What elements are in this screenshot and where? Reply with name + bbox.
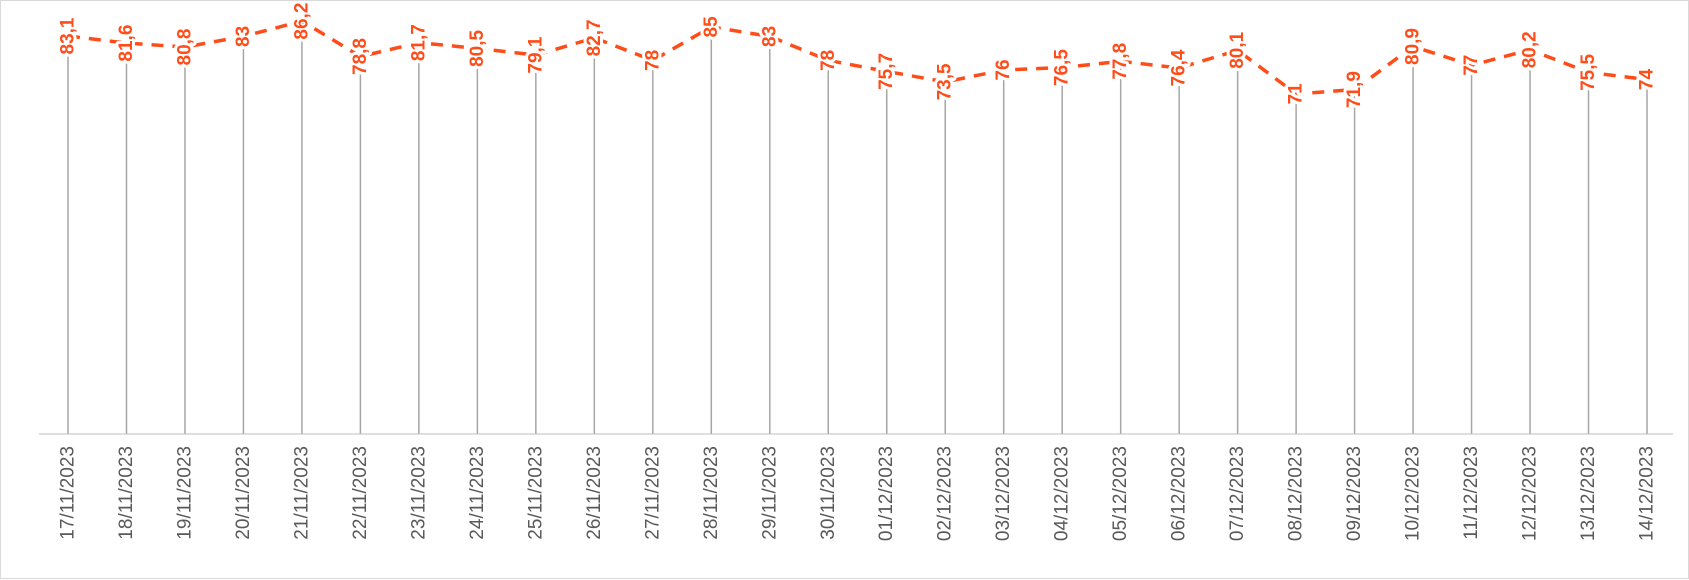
x-tick-label: 10/12/2023 [1403,446,1424,541]
data-label: 79,1 [525,36,546,73]
data-label: 83 [759,26,780,47]
x-tick-label: 08/12/2023 [1286,446,1307,541]
drop-lines [67,21,1648,434]
data-label: 74 [1637,69,1658,91]
data-label: 76 [993,59,1014,80]
x-tick-label: 26/11/2023 [584,446,605,540]
data-label: 77 [1461,55,1482,76]
data-label: 85 [701,16,722,38]
data-label: 83,1 [58,17,79,54]
data-label: 80,1 [1227,31,1248,68]
x-tick-label: 03/12/2023 [993,446,1014,541]
x-tick-label: 11/12/2023 [1461,446,1482,540]
x-tick-label: 09/12/2023 [1344,446,1365,541]
data-label: 80,9 [1403,28,1424,65]
x-tick-label: 19/11/2023 [175,446,196,540]
x-tick-label: 23/11/2023 [408,446,429,540]
x-tick-label: 05/12/2023 [1110,446,1131,541]
x-tick-label: 12/12/2023 [1520,446,1541,541]
x-tick-label: 25/11/2023 [525,446,546,540]
x-tick-label: 02/12/2023 [935,446,956,541]
data-label: 78 [818,50,839,71]
data-label: 75,7 [876,53,897,90]
x-tick-label: 01/12/2023 [876,446,897,541]
data-label: 83 [233,26,254,47]
data-label: 76,4 [1169,49,1190,86]
data-label: 80,2 [1520,31,1541,68]
data-label: 71,9 [1344,71,1365,108]
x-tick-label: 13/12/2023 [1578,446,1599,541]
series-line [67,19,1648,96]
x-tick-label: 21/11/2023 [291,446,312,540]
x-tick-label: 17/11/2023 [58,446,79,540]
x-tick-label: 28/11/2023 [701,446,722,540]
x-tick-label: 06/12/2023 [1169,446,1190,541]
x-tick-label: 20/11/2023 [233,446,254,540]
data-label: 80,8 [175,29,196,66]
x-tick-label: 18/11/2023 [116,446,137,540]
x-tick-label: 07/12/2023 [1227,446,1248,541]
data-label: 71 [1286,83,1307,105]
x-tick-label: 14/12/2023 [1637,446,1658,541]
data-label: 78,8 [350,38,371,75]
data-label: 73,5 [935,63,956,100]
data-label: 86,2 [291,3,312,40]
data-labels: 83,1 81,6 80,8 83 86,2 78,8 81,7 80,5 79,1 82,7 78… [55,1,1661,111]
data-label: 75,5 [1578,53,1599,90]
data-label: 82,7 [584,19,605,56]
data-label: 77,8 [1110,43,1131,80]
data-label: 81,7 [408,24,429,61]
data-label: 76,5 [1052,49,1073,86]
x-tick-labels: 17/11/2023 18/11/2023 19/11/2023 20/11/2023… [58,446,1658,541]
x-tick-label: 04/12/2023 [1052,446,1073,541]
data-label: 80,5 [467,29,488,66]
x-tick-label: 24/11/2023 [467,446,488,540]
x-tick-label: 30/11/2023 [818,446,839,540]
data-label: 78 [642,50,663,71]
data-label: 81,6 [116,25,137,62]
x-tick-label: 29/11/2023 [759,446,780,540]
x-tick-label: 22/11/2023 [350,446,371,540]
x-tick-label: 27/11/2023 [642,446,663,540]
